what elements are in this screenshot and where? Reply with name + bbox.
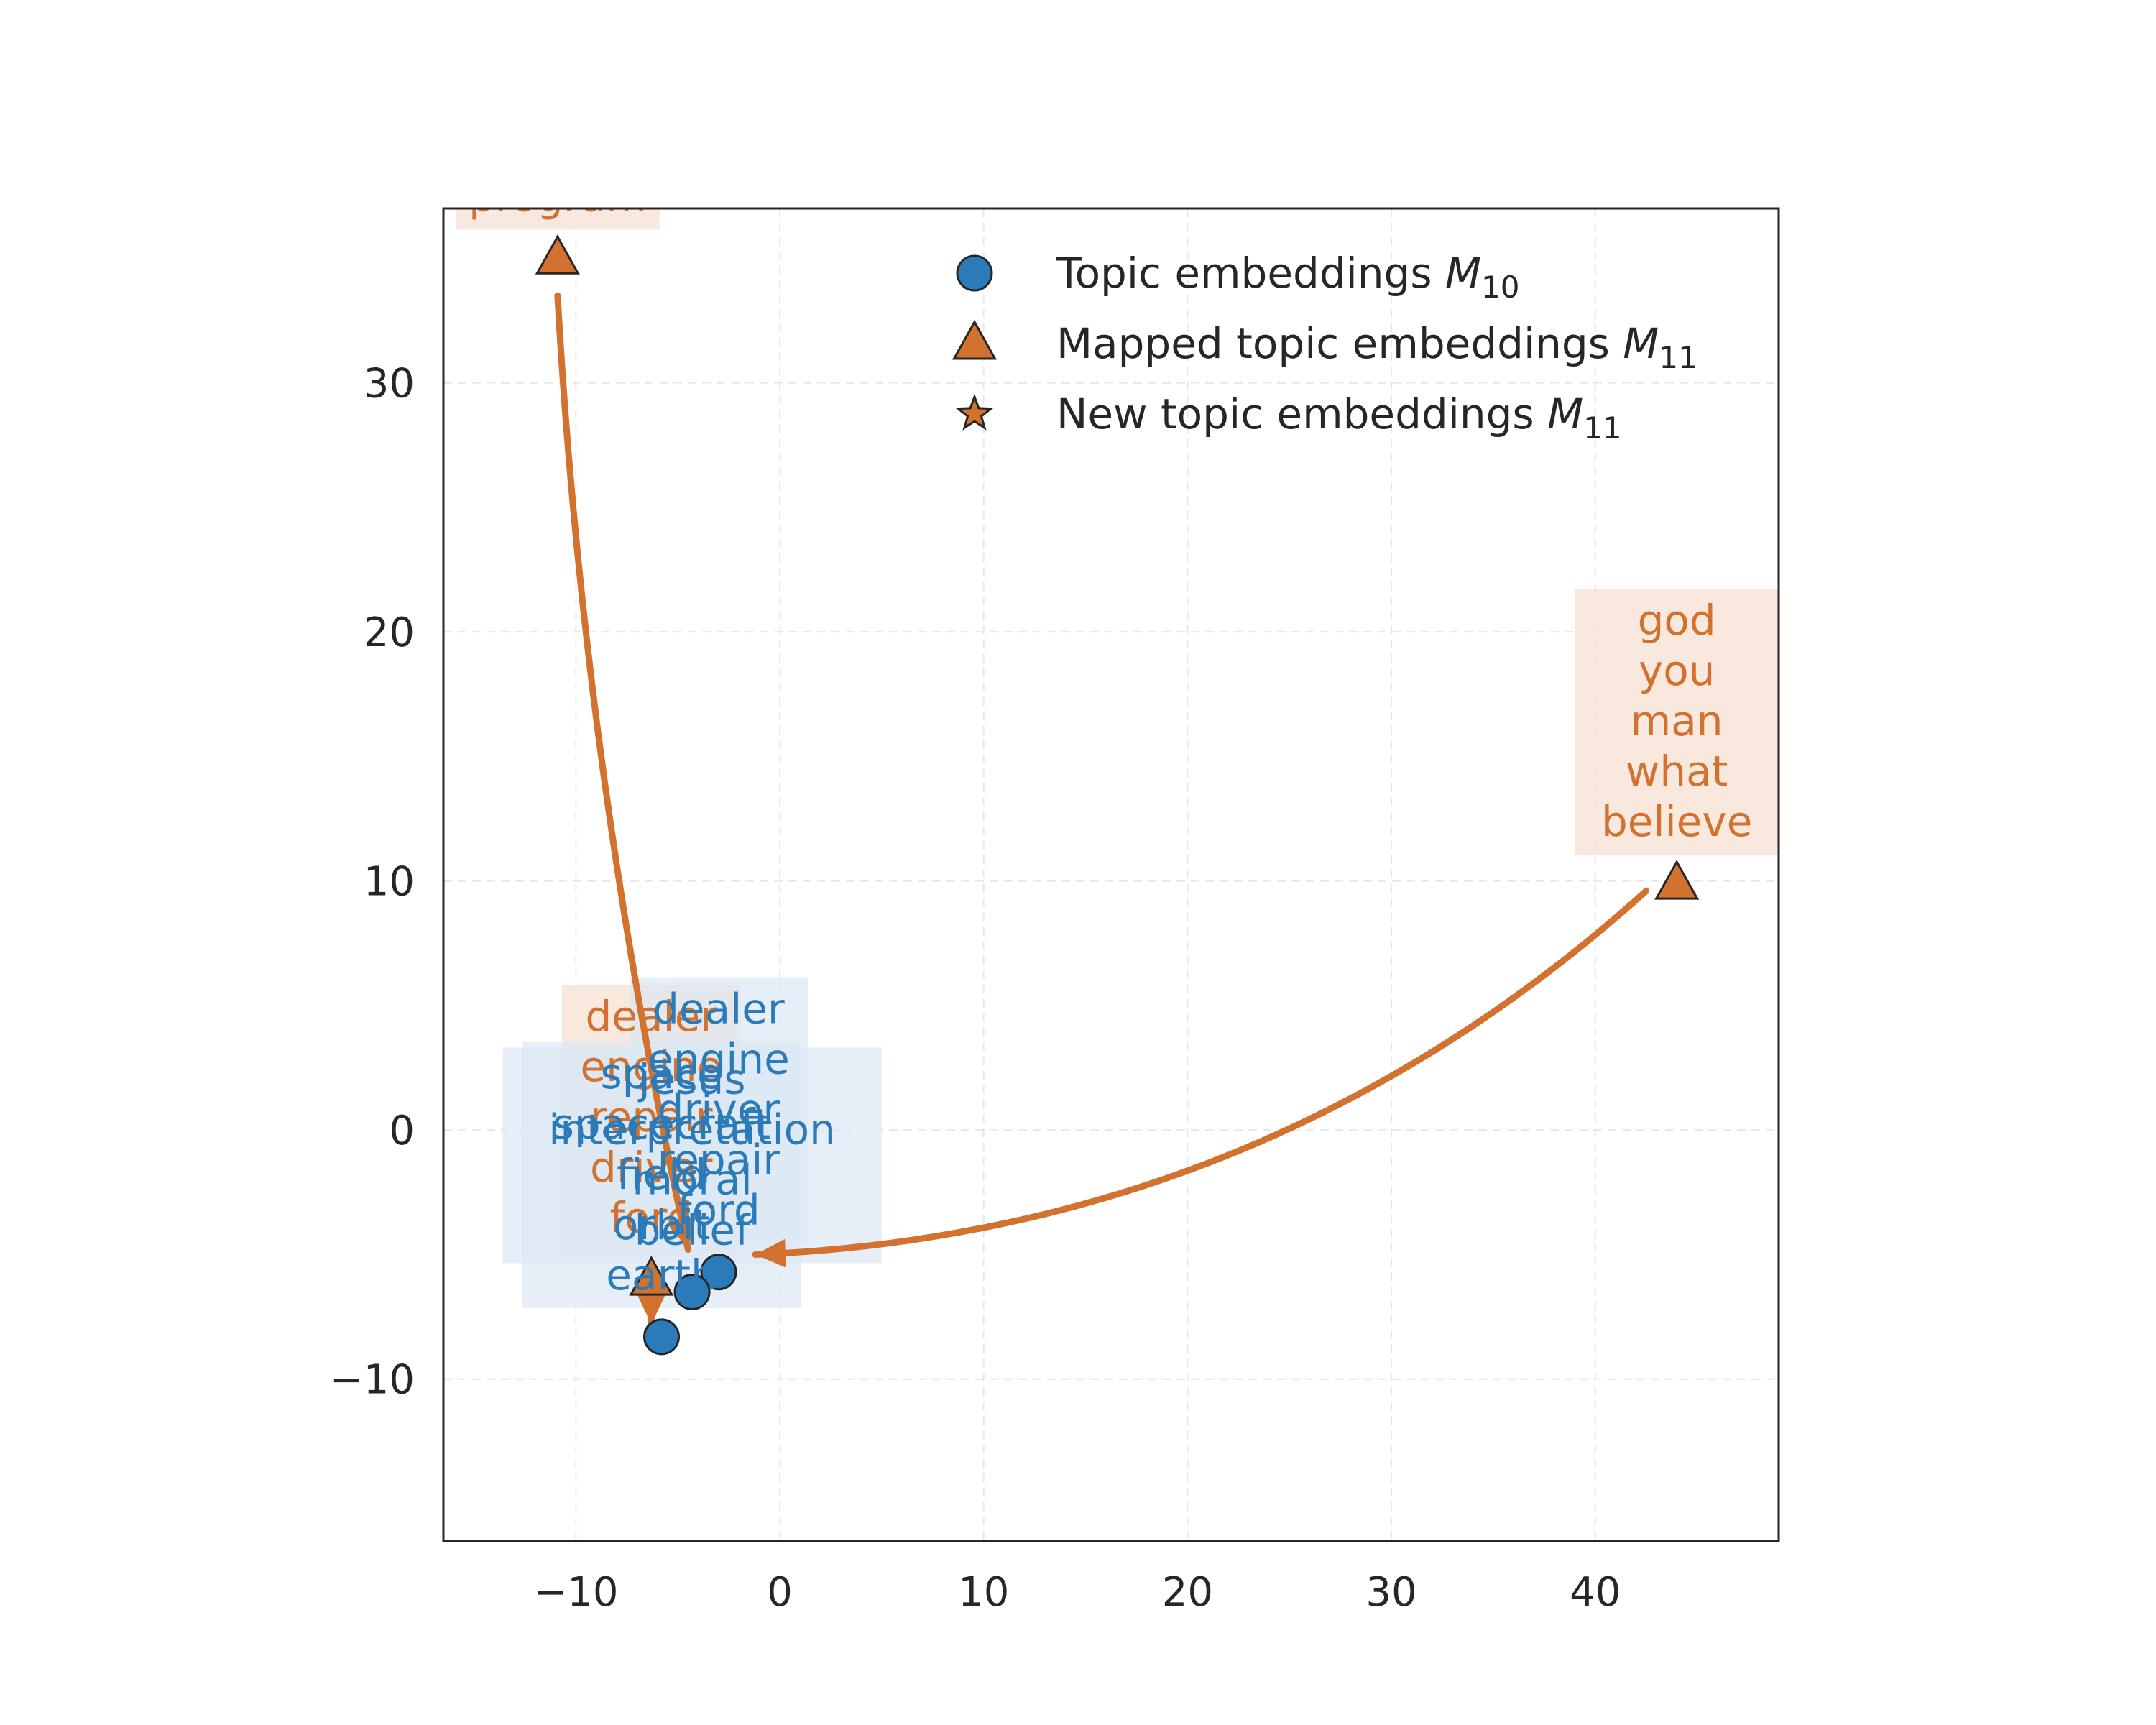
arrows [554,292,1650,1328]
legend-star-marker [955,393,994,431]
label-word: space [497,71,619,120]
x-tick-label: 40 [1570,1569,1621,1616]
legend-triangle-marker [952,319,998,360]
arrow-head [667,1217,696,1250]
mapped-topic-marker [535,234,580,275]
label-word: engine [648,1035,790,1084]
label-word: god [1638,596,1716,645]
y-tick-label: 0 [389,1108,415,1154]
legend-label: Topic embeddings M10 [1056,249,1519,305]
label-word: believe [1601,797,1752,846]
legend-circle-marker [956,254,993,292]
annotation-boxes [456,208,1779,1308]
y-tick-label: 10 [364,859,415,906]
label-word: science [479,21,636,70]
topic-marker [700,1254,737,1291]
legend-name: Mapped topic embeddings [1056,319,1623,368]
label-word: jesus [637,1054,746,1103]
annotation-labels: centersciencespacesystemprogramgodyouman… [469,0,1752,1300]
topic-marker [643,1318,681,1356]
label-word: driver [590,1143,713,1192]
x-tick-label: 30 [1365,1569,1416,1616]
label-word: orbit [613,1200,710,1249]
mapped-topic-marker [629,1256,674,1296]
label-word: driver [658,1085,780,1134]
y-tick-label: 20 [364,610,415,656]
label-word: interpretation [548,1105,836,1154]
label-word: dealer [653,985,785,1034]
label-word: field [617,1150,706,1199]
x-tick-label: 10 [958,1569,1009,1616]
label-box [522,1041,801,1308]
label-word: man [1631,696,1723,745]
legend-math: M [1445,249,1481,298]
legend-subscript: 11 [1659,340,1697,375]
label-word: ford [677,1186,760,1235]
label-word: spacecraft [553,1100,771,1149]
label-word: belief [635,1205,751,1254]
x-tick-label: 0 [767,1569,793,1616]
y-tick-label: −10 [330,1357,415,1404]
label-word: system [482,121,633,170]
legend-subscript: 11 [1583,410,1621,446]
arrow-line [554,292,691,1254]
legend-label: New topic embeddings M11 [1056,390,1622,446]
label-word: space [600,1049,722,1098]
data-points [535,234,1700,1356]
label-word: repair [658,1136,780,1184]
legend-name: Topic embeddings [1056,249,1445,298]
legend-subscript: 10 [1481,270,1519,305]
label-word: what [1626,747,1728,796]
axis-ticks: −10 0 10 20 30 40 −10 0 10 20 30 [330,361,1621,1616]
label-word: moral [632,1155,752,1204]
x-tick-label: 20 [1162,1569,1213,1616]
y-tick-label: 30 [364,361,415,408]
label-word: you [1639,646,1715,695]
mapped-topic-marker [1654,860,1700,900]
label-word: center [491,0,625,19]
legend-math: M [1547,390,1583,438]
arrow-head [637,1294,666,1325]
label-word: dealer [585,992,717,1041]
label-word: ford [610,1193,694,1242]
label-box [1575,589,1779,855]
plot-background [443,208,1779,1541]
label-word: repair [590,1092,713,1141]
arrow-head [755,1238,786,1268]
label-word: engine [580,1042,722,1091]
legend-label: Mapped topic embeddings M11 [1056,319,1697,375]
arrow-line [752,888,1650,1258]
legend-name: New topic embeddings [1056,390,1547,438]
x-tick-label: −10 [533,1569,618,1616]
label-box [456,208,660,230]
label-word: program [469,172,647,221]
legend-math: M [1623,319,1659,368]
label-word: earth [606,1251,717,1300]
topic-marker [673,1273,711,1310]
plot-frame [442,207,1780,1542]
